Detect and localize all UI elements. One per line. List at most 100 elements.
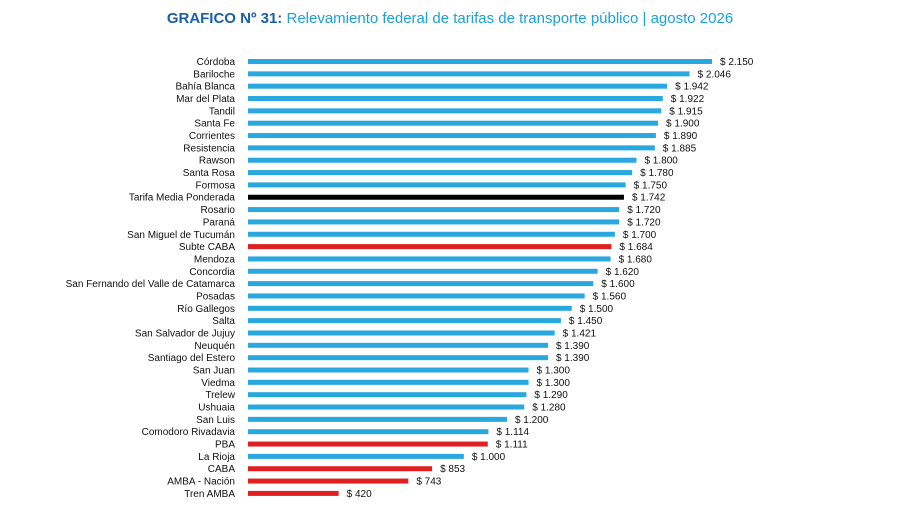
value-label-rawson: $ 1.800 <box>644 156 678 167</box>
bar-caba <box>248 466 433 472</box>
value-label-amba-nacion: $ 743 <box>416 477 441 488</box>
value-label-santa-rosa: $ 1.780 <box>640 168 674 179</box>
value-label-bariloche: $ 2.046 <box>698 69 732 80</box>
category-label-rio-gallegos: Río Gallegos <box>177 304 235 315</box>
bar-rio-gallegos <box>248 305 572 311</box>
bar-pba <box>248 441 488 447</box>
category-label-formosa: Formosa <box>196 180 236 191</box>
value-label-concordia: $ 1.620 <box>606 267 640 278</box>
category-label-comodoro-rivadavia: Comodoro Rivadavia <box>142 427 236 438</box>
category-label-ushuaia: Ushuaia <box>198 403 235 414</box>
bar-comodoro-rivadavia <box>248 429 489 435</box>
bar-concordia <box>248 268 598 274</box>
value-label-neuquen: $ 1.390 <box>556 341 590 352</box>
bar-amba-nacion <box>248 478 409 484</box>
value-label-parana: $ 1.720 <box>627 217 661 228</box>
category-label-bahia-blanca: Bahía Blanca <box>176 82 236 93</box>
bar-tren-amba <box>248 490 339 496</box>
value-label-posadas: $ 1.560 <box>593 291 627 302</box>
category-label-amba-nacion: AMBA - Nación <box>167 477 235 488</box>
bar-santa-fe <box>248 120 659 126</box>
bar-santiago-del-estero <box>248 355 548 361</box>
bar-corrientes <box>248 133 656 139</box>
bar-tandil <box>248 108 662 114</box>
value-label-resistencia: $ 1.885 <box>663 143 697 154</box>
category-label-santa-rosa: Santa Rosa <box>183 168 236 179</box>
value-label-la-rioja: $ 1.000 <box>472 452 506 463</box>
bar-la-rioja <box>248 453 464 459</box>
category-label-santa-fe: Santa Fe <box>194 119 235 130</box>
bar-mendoza <box>248 256 611 262</box>
category-label-tren-amba: Tren AMBA <box>184 489 235 500</box>
bar-parana <box>248 219 620 225</box>
bar-san-juan <box>248 367 529 373</box>
value-label-cordoba: $ 2.150 <box>720 57 754 68</box>
value-label-pba: $ 1.111 <box>496 440 528 451</box>
category-label-pba: PBA <box>215 440 235 451</box>
category-label-bariloche: Bariloche <box>193 69 235 80</box>
bar-cordoba <box>248 59 712 64</box>
value-label-santiago-del-estero: $ 1.390 <box>556 353 590 364</box>
value-label-san-juan: $ 1.300 <box>537 366 571 377</box>
value-label-rosario: $ 1.720 <box>627 205 661 216</box>
category-label-san-salvador-de-jujuy: San Salvador de Jujuy <box>135 328 235 339</box>
bar-formosa <box>248 182 626 188</box>
bar-neuquen <box>248 342 548 348</box>
bar-san-fernando-del-valle-de-catamarca <box>248 281 594 287</box>
value-label-tandil: $ 1.915 <box>669 106 703 117</box>
value-label-viedma: $ 1.300 <box>537 378 571 389</box>
bar-resistencia <box>248 145 655 151</box>
bar-santa-rosa <box>248 170 633 176</box>
category-label-corrientes: Corrientes <box>189 131 235 142</box>
value-label-formosa: $ 1.750 <box>634 180 668 191</box>
category-label-san-luis: San Luis <box>196 415 235 426</box>
bar-ushuaia <box>248 404 525 410</box>
value-label-mar-del-plata: $ 1.922 <box>671 94 705 105</box>
value-label-san-salvador-de-jujuy: $ 1.421 <box>563 328 597 339</box>
category-label-rosario: Rosario <box>201 205 236 216</box>
chart-title-prefix: GRAFICO Nº 31: <box>166 10 283 27</box>
chart-title-text: Relevamiento federal de tarifas de trans… <box>286 10 734 27</box>
category-label-tarifa-media-ponderada: Tarifa Media Ponderada <box>129 193 236 204</box>
value-label-santa-fe: $ 1.900 <box>666 119 700 130</box>
category-label-san-juan: San Juan <box>193 366 235 377</box>
value-label-san-luis: $ 1.200 <box>515 415 549 426</box>
category-label-trelew: Trelew <box>205 390 235 401</box>
category-label-resistencia: Resistencia <box>183 143 235 154</box>
value-label-caba: $ 853 <box>440 464 465 475</box>
category-label-salta: Salta <box>212 316 235 327</box>
category-label-neuquen: Neuquén <box>194 341 235 352</box>
value-label-tarifa-media-ponderada: $ 1.742 <box>632 193 666 204</box>
bar-bariloche <box>248 71 690 77</box>
category-label-subte-caba: Subte CABA <box>179 242 235 253</box>
category-label-posadas: Posadas <box>196 291 235 302</box>
bar-mar-del-plata <box>248 96 663 102</box>
bar-rosario <box>248 207 620 213</box>
value-label-bahia-blanca: $ 1.942 <box>675 82 709 93</box>
value-label-trelew: $ 1.290 <box>534 390 568 401</box>
category-label-caba: CABA <box>208 464 236 475</box>
bar-san-salvador-de-jujuy <box>248 330 555 336</box>
category-label-rawson: Rawson <box>199 156 235 167</box>
category-label-santiago-del-estero: Santiago del Estero <box>148 353 236 364</box>
value-label-tren-amba: $ 420 <box>347 489 372 500</box>
category-label-concordia: Concordia <box>189 267 235 278</box>
category-label-la-rioja: La Rioja <box>198 452 235 463</box>
value-label-salta: $ 1.450 <box>569 316 603 327</box>
category-label-san-fernando-del-valle-de-catamarca: San Fernando del Valle de Catamarca <box>66 279 236 290</box>
value-label-san-miguel-de-tucuman: $ 1.700 <box>623 230 657 241</box>
bar-subte-caba <box>248 244 612 250</box>
value-label-comodoro-rivadavia: $ 1.114 <box>496 427 529 438</box>
category-label-mar-del-plata: Mar del Plata <box>176 94 235 105</box>
value-label-mendoza: $ 1.680 <box>619 254 653 265</box>
value-label-subte-caba: $ 1.684 <box>619 242 653 253</box>
bar-tarifa-media-ponderada <box>248 194 624 200</box>
category-label-tandil: Tandil <box>209 106 235 117</box>
value-label-san-fernando-del-valle-de-catamarca: $ 1.600 <box>601 279 635 290</box>
chart-title: GRAFICO Nº 31: Relevamiento federal de t… <box>0 10 900 27</box>
category-label-cordoba: Córdoba <box>197 57 236 68</box>
category-label-viedma: Viedma <box>201 378 235 389</box>
category-label-mendoza: Mendoza <box>194 254 236 265</box>
bar-posadas <box>248 293 585 299</box>
